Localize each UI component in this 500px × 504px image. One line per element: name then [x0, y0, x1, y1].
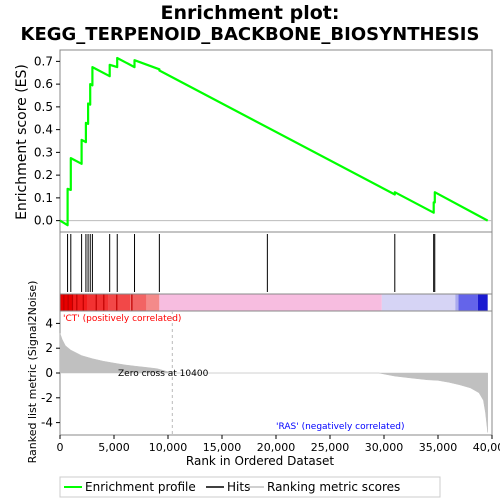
es-ylabel: Enrichment score (ES): [14, 64, 30, 220]
x-tick-label: 40,000: [473, 441, 500, 454]
x-tick-label: 0: [57, 441, 64, 454]
heatmap-stripe: [63, 294, 65, 311]
x-tick-label: 15,000: [203, 441, 242, 454]
legend-hits-label: Hits: [227, 480, 250, 494]
metric-ytick-label: 0: [45, 366, 53, 380]
metric-ytick-label: 2: [45, 341, 53, 355]
hits-panel: [59, 231, 493, 295]
heatmap-stripe: [103, 294, 105, 311]
x-tick-label: 10,000: [149, 441, 188, 454]
heatmap-segment: [455, 294, 459, 311]
heatmap-stripe: [76, 294, 78, 311]
legend-metric-label: Ranking metric scores: [267, 480, 400, 494]
heatmap-segment: [130, 294, 147, 311]
es-ytick-label: 0.0: [34, 214, 53, 228]
heatmap-segment: [72, 294, 87, 311]
chart-title-line1: Enrichment plot:: [161, 2, 340, 24]
es-ytick-label: 0.7: [34, 54, 53, 68]
es-plot-frame: [59, 49, 493, 233]
heatmap-stripe: [71, 294, 74, 311]
zero-cross-label: Zero cross at 10400: [118, 369, 209, 379]
heatmap-segment: [458, 294, 478, 311]
pos-correlation-label: 'CT' (positively correlated): [63, 314, 181, 324]
x-tick-label: 5,000: [98, 441, 130, 454]
legend-enrichment-label: Enrichment profile: [85, 480, 196, 494]
ranking-heatmap-bar: [59, 293, 493, 312]
es-ytick-label: 0.2: [34, 168, 53, 182]
heatmap-segment: [108, 294, 131, 311]
es-ytick-label: 0.4: [34, 123, 53, 137]
heatmap-segment: [60, 294, 73, 311]
ranking-metric-area: [59, 333, 488, 433]
metric-ytick-label: 4: [45, 316, 53, 330]
es-panel: 0.0 0.1 0.2 0.3 0.4 0.5 0.6 0.7: [34, 49, 493, 233]
es-ytick-label: 0.6: [34, 77, 53, 91]
legend: Enrichment profile Hits Ranking metric s…: [59, 476, 441, 498]
heatmap-segment: [87, 294, 109, 311]
heatmap-stripe: [131, 294, 133, 311]
heatmap-stripe: [67, 294, 69, 311]
x-tick-label: 20,000: [257, 441, 296, 454]
heatmap-stripe: [116, 294, 118, 311]
enrichment-profile-line: [59, 56, 489, 227]
x-tick-label: 35,000: [419, 441, 458, 454]
heatmap-segment: [146, 294, 160, 311]
heatmap-segment: [477, 294, 488, 311]
x-tick-label: 25,000: [311, 441, 350, 454]
heatmap-stripe: [95, 294, 97, 311]
heatmap-segment: [159, 294, 382, 311]
es-ytick-label: 0.5: [34, 100, 53, 114]
metric-ytick-label: -2: [41, 391, 53, 405]
hits-plot-frame: [59, 231, 493, 295]
x-tick-label: 30,000: [365, 441, 404, 454]
heatmap-stripe: [82, 294, 84, 311]
es-ytick-label: 0.1: [34, 191, 53, 205]
neg-correlation-label: 'RAS' (negatively correlated): [276, 422, 404, 432]
es-ytick-label: 0.3: [34, 145, 53, 159]
metric-panel: 4 2 0 -2 -4 0 5,000 10,000 15,000 20,000 25,000 30,…: [41, 310, 500, 454]
chart-title-line2: KEGG_TERPENOID_BACKBONE_BIOSYNTHESIS: [21, 24, 480, 45]
heatmap-segment: [381, 294, 456, 311]
metric-ytick-label: -4: [41, 416, 53, 430]
x-axis-label: Rank in Ordered Dataset: [186, 454, 334, 468]
metric-ylabel: Ranked list metric (Signal2Noise): [26, 281, 39, 464]
